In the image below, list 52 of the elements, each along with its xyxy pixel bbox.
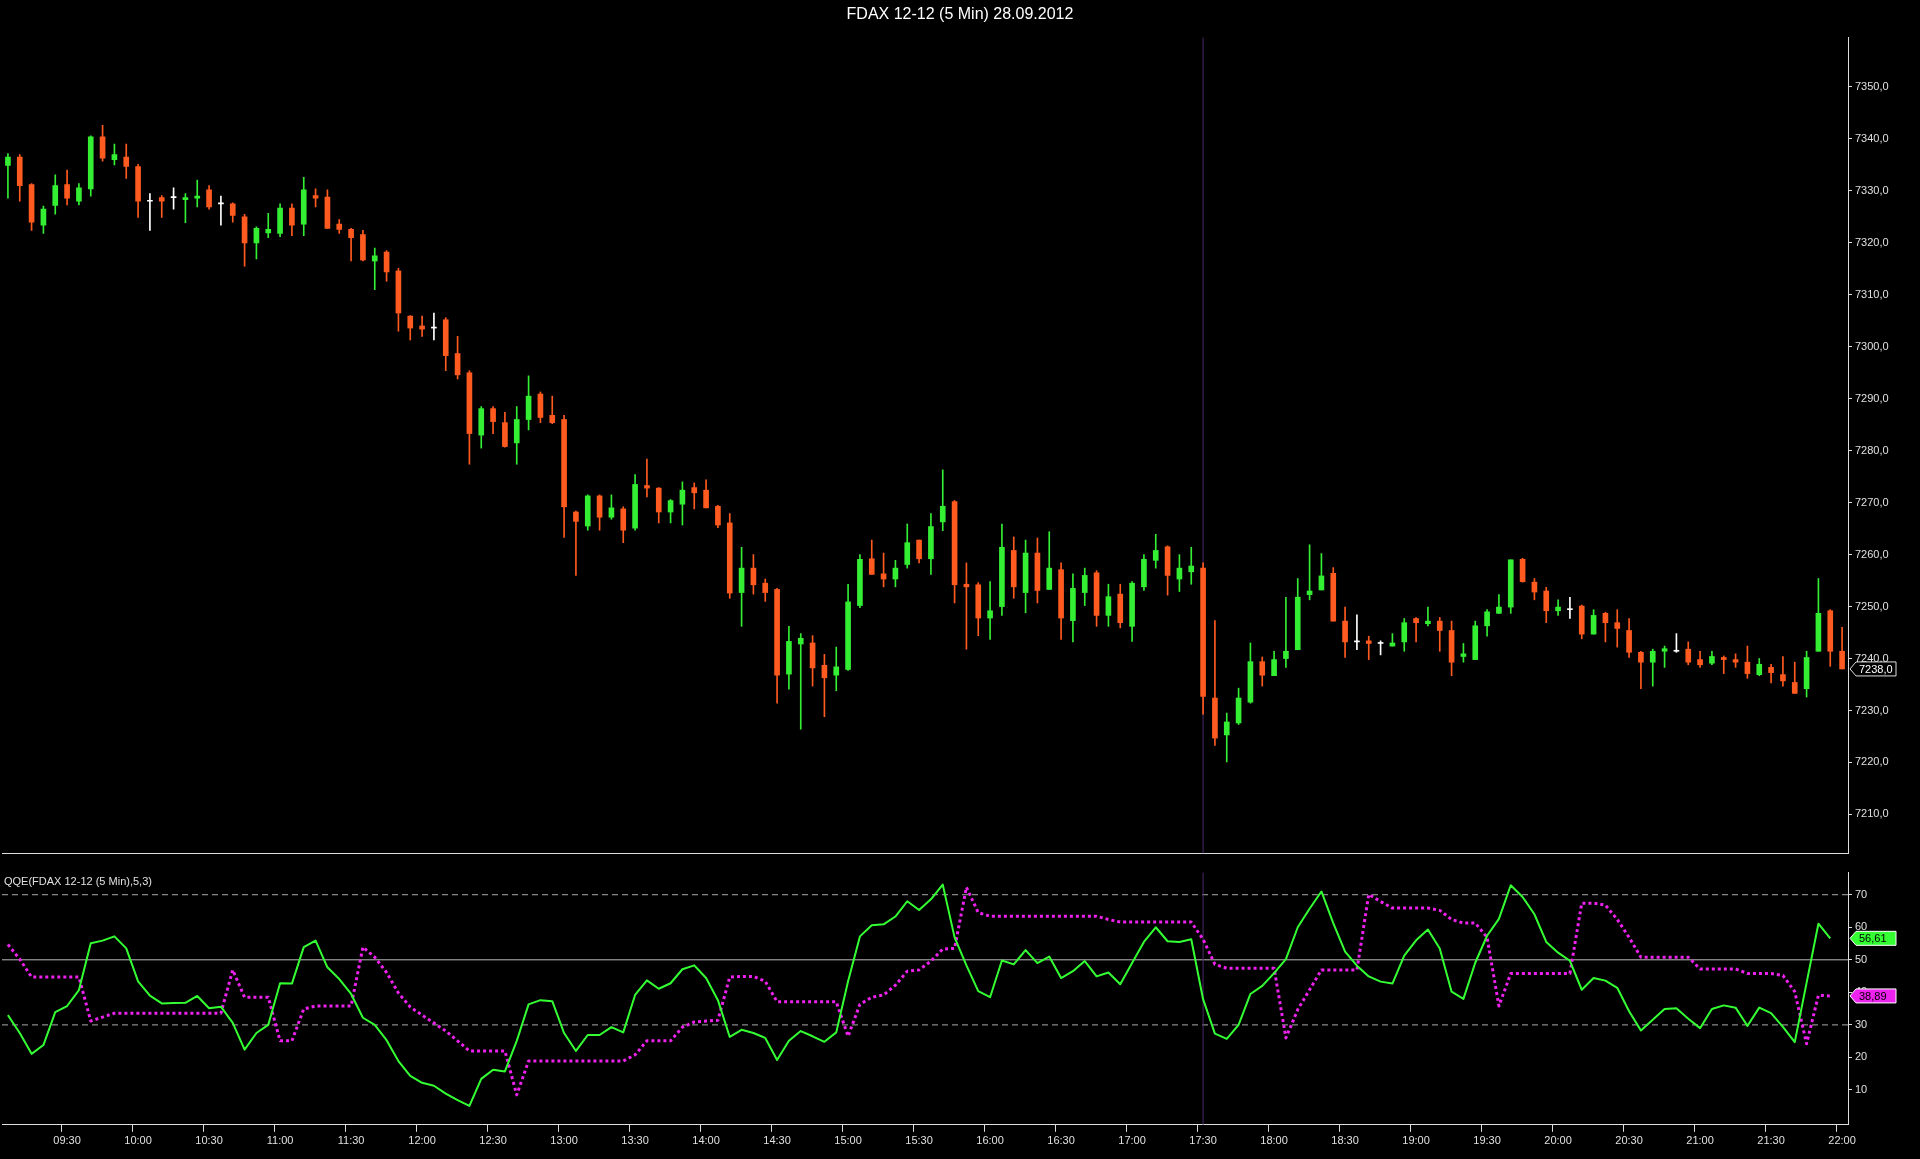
x-tick-label: 12:30 (479, 1134, 507, 1147)
y-tick-label: 7210,0 (1855, 807, 1889, 820)
x-tick-label: 17:30 (1189, 1134, 1217, 1147)
y-tick-label: 7270,0 (1855, 495, 1889, 508)
y-tick-label: 7340,0 (1855, 131, 1889, 144)
x-tick-label: 09:30 (53, 1134, 81, 1147)
chart-title: QQE(FDAX 12-12 (5 Min),5,3) (4, 875, 152, 888)
text: 56,61 (1859, 932, 1887, 945)
y-tick-label: 7220,0 (1855, 755, 1889, 768)
y-tick-label: 10 (1855, 1083, 1868, 1096)
x-tick-label: 20:00 (1544, 1134, 1572, 1147)
y-tick-label: 7280,0 (1855, 443, 1889, 456)
y-tick-label: 7250,0 (1855, 599, 1889, 612)
x-tick-label: 10:30 (195, 1134, 223, 1147)
y-tick-label: 7300,0 (1855, 339, 1889, 352)
x-tick-label: 21:00 (1686, 1134, 1714, 1147)
x-tick-label: 13:30 (621, 1134, 649, 1147)
x-tick-label: 16:00 (976, 1134, 1004, 1147)
y-tick-label: 7330,0 (1855, 183, 1889, 196)
x-tick-label: 12:00 (408, 1134, 436, 1147)
x-tick-label: 15:00 (834, 1134, 862, 1147)
x-tick-label: 13:00 (550, 1134, 578, 1147)
chart-title: FDAX 12-12 (5 Min) 28.09.2012 (845, 4, 1075, 24)
x-tick-label: 18:30 (1331, 1134, 1359, 1147)
y-tick-label: 30 (1855, 1017, 1868, 1030)
y-tick-label: 60 (1855, 920, 1868, 933)
y-tick-label: 7320,0 (1855, 235, 1889, 248)
x-tick-label: 18:00 (1260, 1134, 1288, 1147)
x-tick-label: 21:30 (1757, 1134, 1785, 1147)
y-tick-label: 7230,0 (1855, 703, 1889, 716)
x-tick-label: 14:30 (763, 1134, 791, 1147)
x-tick-label: 14:00 (692, 1134, 720, 1147)
y-tick-label: 7350,0 (1855, 79, 1889, 92)
x-tick-label: 15:30 (905, 1134, 933, 1147)
y-tick-label: 70 (1855, 887, 1868, 900)
text: 38,89 (1859, 989, 1887, 1002)
y-tick-label: 7290,0 (1855, 391, 1889, 404)
y-tick-label: 20 (1855, 1050, 1868, 1063)
x-tick-label: 17:00 (1118, 1134, 1146, 1147)
text: 7238,0 (1859, 662, 1893, 675)
x-tick-label: 19:30 (1473, 1134, 1501, 1147)
y-tick-label: 50 (1855, 952, 1868, 965)
x-tick-label: 11:30 (337, 1134, 365, 1147)
y-tick-label: 7260,0 (1855, 547, 1889, 560)
y-tick-label: 7240,0 (1855, 651, 1889, 664)
x-tick-label: 10:00 (124, 1134, 152, 1147)
x-tick-label: 22:00 (1828, 1134, 1856, 1147)
x-tick-label: 16:30 (1047, 1134, 1075, 1147)
y-tick-label: 7310,0 (1855, 287, 1889, 300)
x-tick-label: 20:30 (1615, 1134, 1643, 1147)
x-tick-label: 19:00 (1402, 1134, 1430, 1147)
x-tick-label: 11:00 (266, 1134, 294, 1147)
